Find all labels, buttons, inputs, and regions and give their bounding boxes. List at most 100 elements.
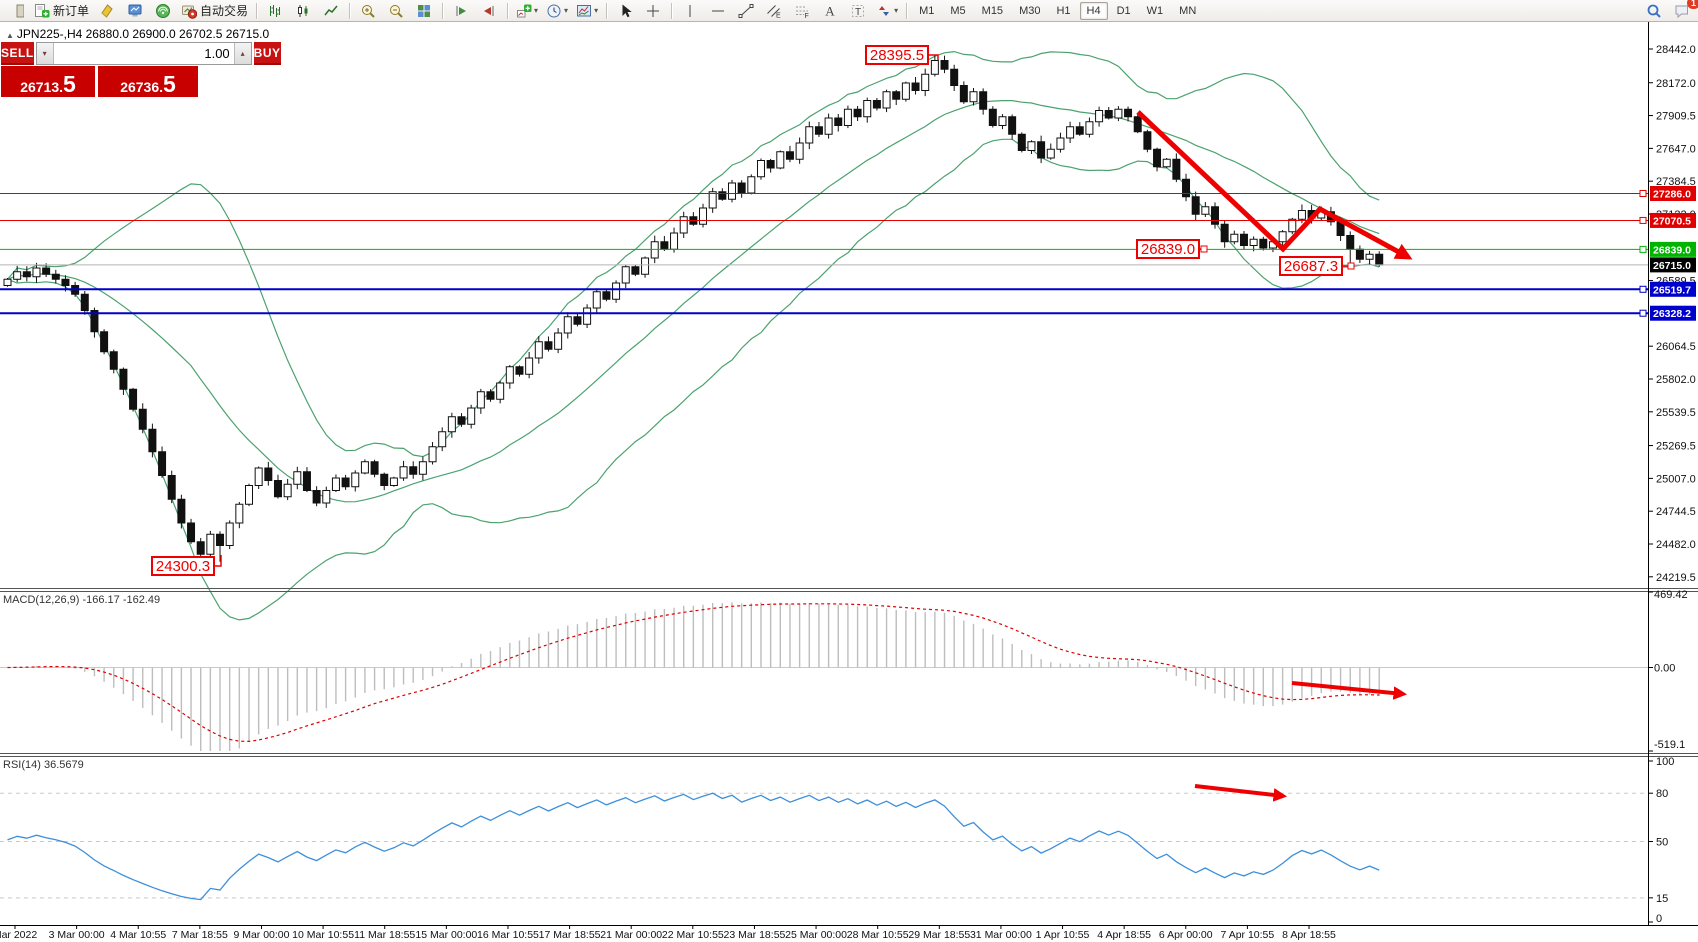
text-button[interactable]: A [817, 0, 843, 22]
chevron-down-icon: ▾ [564, 6, 569, 15]
timeframe-mn-button[interactable]: MN [1179, 4, 1197, 17]
price-tick: 24744.5 [1656, 506, 1696, 518]
chart-shift-button[interactable] [476, 0, 502, 22]
buy-button[interactable]: BUY [253, 42, 281, 65]
arrows-button[interactable]: ▾ [873, 0, 901, 22]
rsi-line [7, 792, 1380, 901]
terminal-button[interactable] [122, 0, 148, 22]
chart-area[interactable]: MACD(12,26,9) -166.17 -162.49 RSI(14) 36.… [0, 22, 1698, 942]
time-axis[interactable]: Mar 2022 3 Mar 00:00 4 Mar 10:55 7 Mar 18:5… [0, 925, 1698, 941]
timeframe-m15-button[interactable]: M15 [981, 4, 1004, 17]
timeframe-w1-button[interactable]: W1 [1146, 4, 1164, 17]
tile-windows-button[interactable] [411, 0, 437, 22]
timeframe-m5-button[interactable]: M5 [950, 4, 966, 17]
notifications-button[interactable]: 1 [1669, 0, 1698, 22]
price-tick: 27909.5 [1656, 111, 1696, 123]
peak-price-label[interactable]: 28395.5 [865, 45, 939, 65]
time-tick: 25 Mar 00:00 [785, 929, 847, 941]
time-tick: 22 Mar 10:55 [662, 929, 724, 941]
time-tick: 15 Mar 00:00 [415, 929, 477, 941]
volume-increase-button[interactable]: ▴ [233, 43, 251, 64]
crosshair-button[interactable] [640, 0, 666, 22]
periods-button[interactable]: ▾ [543, 0, 571, 22]
price-axis[interactable]: 28442.028172.027909.527647.027384.527122… [1639, 22, 1696, 925]
bollinger-upper-band [7, 50, 1380, 458]
candlestick-chart-button[interactable] [290, 0, 316, 22]
timeframe-m30-button[interactable]: M30 [1019, 4, 1041, 17]
price-tick: 25539.5 [1656, 407, 1696, 419]
volume-decrease-button[interactable]: ▾ [36, 43, 54, 64]
volume-input[interactable] [53, 43, 234, 64]
indicators-button[interactable]: ▾ [513, 0, 541, 22]
chart-bars-icon [270, 4, 281, 17]
price-label-26715.0: 26715.0 [1653, 260, 1691, 272]
templates-button[interactable]: ▾ [573, 0, 601, 22]
line-chart-button[interactable] [318, 0, 344, 22]
clipped-icon-button[interactable] [3, 0, 29, 22]
trendline-button[interactable] [733, 0, 759, 22]
bottom-price-label[interactable]: 24300.3 [151, 555, 222, 576]
cursor-button[interactable] [612, 0, 638, 22]
signals-button[interactable] [150, 0, 176, 22]
bar-chart-button[interactable] [262, 0, 288, 22]
sell-button[interactable]: SELL [1, 42, 34, 65]
time-tick: 29 Mar 18:55 [908, 929, 970, 941]
chart-canvas[interactable]: MACD(12,26,9) -166.17 -162.49 RSI(14) 36.… [0, 22, 1698, 942]
price-tick: 24219.5 [1656, 572, 1696, 584]
timeframe-d1-button[interactable]: D1 [1116, 4, 1131, 17]
styler-button[interactable] [94, 0, 120, 22]
svg-text:26687.3: 26687.3 [1284, 258, 1338, 275]
time-tick: 16 Mar 10:55 [477, 929, 539, 941]
autotrading-button[interactable]: 自动交易 [178, 0, 251, 22]
price-label-26328.2: 26328.2 [1653, 308, 1691, 320]
text-a-icon: A [825, 3, 835, 18]
time-tick: 7 Apr 10:55 [1221, 929, 1275, 941]
trend-arrow-main[interactable] [1136, 110, 1413, 260]
text-label-button[interactable]: T [845, 0, 871, 22]
toolbar-separator [906, 2, 908, 19]
svg-text:A: A [825, 3, 835, 18]
autoscroll-icon [456, 5, 467, 16]
one-click-collapse-icon[interactable]: ▲ [6, 31, 14, 40]
timeframe-h1-button[interactable]: H1 [1056, 4, 1071, 17]
price-tick: 28172.0 [1656, 78, 1696, 90]
search-icon [1647, 4, 1661, 18]
price-tick: 27647.0 [1656, 143, 1696, 155]
time-tick: Mar 2022 [0, 929, 37, 941]
chevron-down-icon: ▾ [894, 6, 899, 15]
main-price-panel[interactable] [0, 50, 1648, 621]
timeframe-h4-button[interactable]: H4 [1079, 1, 1108, 20]
equidistant-channel-button[interactable]: E [761, 0, 787, 22]
time-tick: 1 Apr 10:55 [1036, 929, 1090, 941]
buy-price[interactable]: 26736. 5 [98, 66, 198, 97]
cursor-icon [622, 4, 632, 17]
sell-price[interactable]: 26713. 5 [1, 66, 95, 97]
new-order-icon [35, 3, 50, 17]
vertical-line-button[interactable] [677, 0, 703, 22]
auto-scroll-button[interactable] [448, 0, 474, 22]
fibo-icon: F [796, 6, 809, 19]
template-icon [577, 4, 592, 16]
toolbar-separator [256, 2, 258, 19]
zoom-in-button[interactable] [355, 0, 381, 22]
time-tick: 9 Mar 00:00 [233, 929, 289, 941]
macd-panel[interactable]: MACD(12,26,9) -166.17 -162.49 [0, 594, 1648, 751]
timeframe-m1-button[interactable]: M1 [919, 4, 935, 17]
time-tick: 10 Mar 10:55 [292, 929, 354, 941]
price-tick: 24482.0 [1656, 539, 1696, 551]
zoom-out-button[interactable] [383, 0, 409, 22]
toolbar-separator [349, 2, 351, 19]
trend-arrow-rsi[interactable] [1194, 784, 1288, 802]
horizontal-line-button[interactable] [705, 0, 731, 22]
support-price-label[interactable]: 26839.0 [1136, 239, 1208, 259]
autotrade-icon [182, 5, 198, 19]
swing-low-label[interactable]: 26687.3 [1279, 256, 1355, 276]
trend-arrow-macd[interactable] [1291, 681, 1408, 700]
fibonacci-button[interactable]: F [789, 0, 815, 22]
toolbar-separator [671, 2, 673, 19]
new-order-button[interactable]: 新订单 [31, 0, 92, 22]
chart-line-icon [324, 5, 338, 15]
search-button[interactable] [1641, 0, 1667, 22]
rsi-panel[interactable]: RSI(14) 36.5679 [0, 759, 1648, 901]
brush-icon [101, 3, 113, 18]
